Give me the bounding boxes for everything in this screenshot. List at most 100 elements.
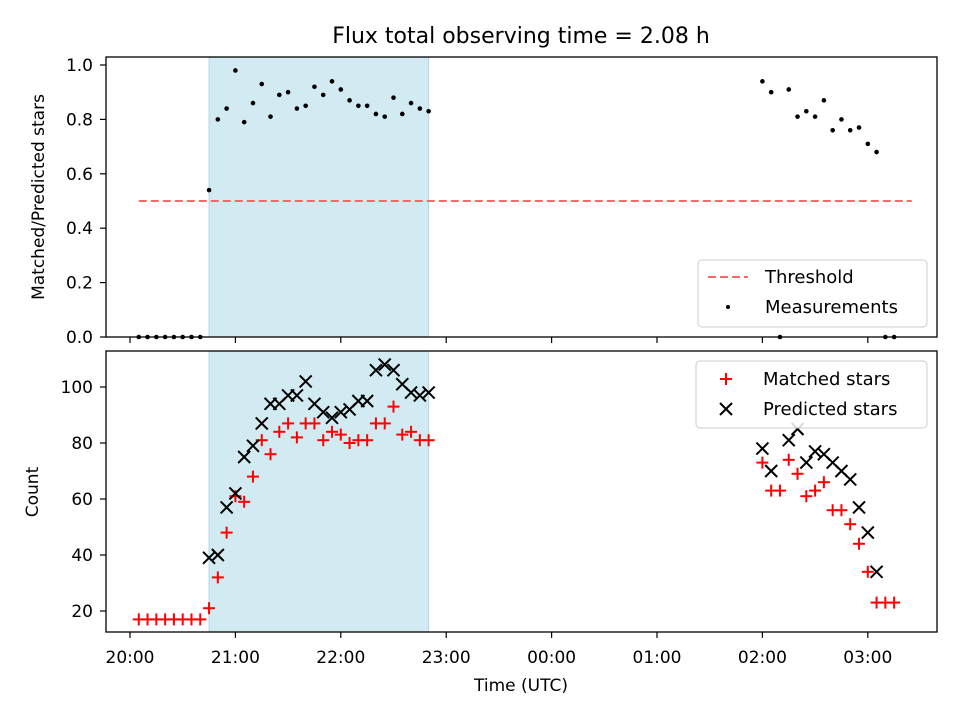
matched-star-point — [861, 565, 874, 578]
measurement-point — [215, 117, 221, 122]
measurement-point — [865, 141, 871, 147]
x-tick-label: 23:00 — [422, 648, 471, 668]
bottom-panel: 20 40 60 80 100 20:00 21:00 22:00 23:00 00:00 01:… — [23, 350, 938, 696]
legend-measurements-label: Measurements — [765, 297, 898, 318]
matched-star-point — [194, 613, 207, 626]
predicted-star-point — [808, 444, 822, 459]
predicted-star-point — [237, 450, 251, 464]
measurement-point — [874, 149, 879, 155]
predicted-star-point — [386, 363, 401, 377]
top-y-axis-label: Matched/Predicted stars — [29, 94, 49, 300]
top-plot-marks — [136, 68, 912, 340]
matched-star-point — [220, 526, 233, 539]
matched-star-point — [308, 417, 321, 430]
predicted-star-point — [843, 472, 857, 487]
matched-star-point — [756, 456, 769, 469]
top-y-tick-label: 1.0 — [66, 56, 93, 76]
matched-star-point — [203, 602, 216, 615]
matched-star-point — [378, 417, 391, 430]
predicted-star-point — [404, 385, 418, 400]
predicted-star-point — [246, 439, 260, 453]
matched-star-point — [396, 428, 409, 441]
matched-star-point — [782, 453, 795, 466]
top-panel: Flux total observing time = 2.08 h 0.00.… — [29, 24, 938, 348]
top-x-axis-ticks — [129, 337, 869, 343]
measurement-point — [821, 98, 827, 103]
x-axis-label: Time (UTC) — [473, 676, 568, 696]
observing-window-band-bottom — [208, 350, 430, 633]
matched-star-point — [264, 448, 277, 461]
measurement-point — [206, 187, 212, 193]
bottom-y-tick-label: 60 — [71, 490, 93, 510]
matched-star-point — [238, 495, 251, 508]
measurement-point — [241, 119, 247, 125]
matched-star-point — [835, 504, 848, 517]
bottom-x-axis-ticks: 20:00 21:00 22:00 23:00 00:00 01:00 02:00 03:00 — [106, 632, 892, 668]
measurement-point — [373, 111, 379, 117]
matched-star-point — [791, 467, 804, 480]
matched-star-point — [246, 470, 259, 483]
measurement-point — [804, 108, 809, 114]
measurement-point — [277, 92, 282, 98]
predicted-star-point — [861, 525, 875, 540]
top-y-axis-ticks: 0.0 0.2 0.4 0.6 0.8 1.0 — [66, 56, 106, 348]
predicted-star-point — [360, 394, 374, 408]
bottom-y-tick-label: 20 — [71, 602, 93, 622]
measurement-point — [382, 114, 388, 119]
predicted-star-point — [413, 388, 427, 403]
measurement-point — [329, 79, 335, 84]
matched-star-point — [282, 417, 295, 430]
predicted-star-point — [290, 388, 304, 403]
matched-star-point — [809, 484, 822, 497]
x-tick-label: 20:00 — [106, 648, 155, 668]
predicted-star-point — [298, 374, 313, 389]
predicted-star-point — [869, 565, 884, 579]
matched-star-point — [361, 434, 374, 447]
predicted-star-point — [799, 455, 814, 470]
x-tick-label: 22:00 — [316, 648, 365, 668]
x-tick-label: 03:00 — [843, 648, 892, 668]
matched-star-point — [422, 434, 435, 447]
top-axes-frame — [105, 56, 938, 338]
predicted-star-point — [764, 464, 778, 478]
matched-star-point — [800, 490, 813, 503]
predicted-star-point — [219, 500, 234, 515]
matched-star-point — [317, 434, 330, 447]
matched-star-point — [853, 537, 866, 550]
measurement-point — [233, 68, 238, 73]
measurement-point — [760, 79, 765, 84]
legend-predicted-label: Predicted stars — [763, 399, 897, 420]
measurement-point — [285, 89, 291, 95]
measurement-point — [356, 103, 361, 109]
legend-matched-label: Matched stars — [763, 369, 890, 390]
measurement-point — [347, 98, 352, 103]
x-tick-label: 21:00 — [211, 648, 260, 668]
matched-star-point — [405, 425, 418, 438]
measurement-point — [812, 114, 818, 119]
x-tick-label: 02:00 — [738, 648, 787, 668]
bottom-y-axis-label: Count — [23, 466, 43, 517]
measurement-point — [856, 125, 862, 130]
measurement-point — [839, 117, 844, 122]
measurement-point — [259, 81, 265, 87]
matched-star-point — [343, 437, 356, 449]
measurement-point — [391, 95, 396, 100]
legend-threshold-label: Threshold — [764, 267, 854, 288]
measurement-point — [294, 106, 300, 111]
bottom-plot-marks — [132, 357, 901, 626]
predicted-star-point — [421, 385, 436, 400]
measurement-point — [364, 103, 370, 109]
bottom-y-tick-label: 80 — [71, 434, 93, 454]
measurement-point — [268, 114, 273, 119]
matched-star-point — [290, 431, 303, 444]
x-tick-label: 00:00 — [527, 648, 576, 668]
predicted-star-point — [325, 411, 339, 425]
predicted-star-point — [782, 433, 796, 447]
predicted-star-point — [316, 405, 330, 419]
matched-star-point — [817, 476, 830, 489]
measurement-point — [426, 108, 431, 114]
top-legend-box — [697, 259, 928, 328]
legend-matched-swatch — [720, 373, 732, 385]
predicted-star-point — [378, 357, 392, 372]
